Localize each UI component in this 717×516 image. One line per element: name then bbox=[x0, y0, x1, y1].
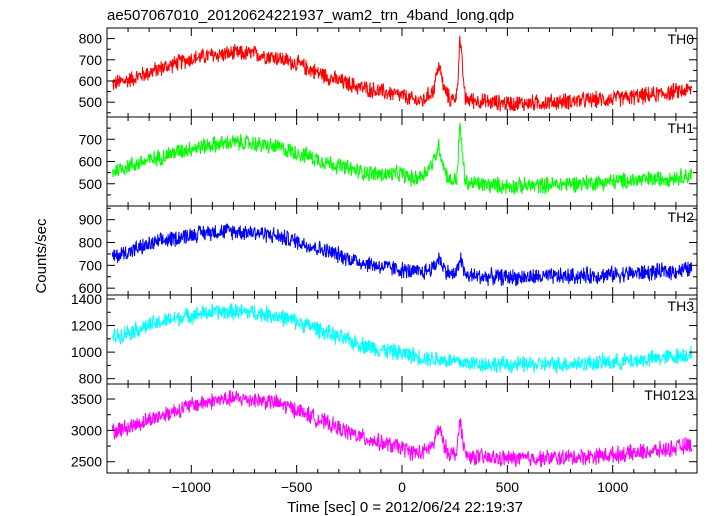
x-tick-label: −500 bbox=[281, 479, 313, 495]
panel-th3: 800 1000 1200 1400 TH3 bbox=[71, 291, 698, 387]
y-tick-label: 3500 bbox=[71, 391, 102, 407]
panel-label: TH2 bbox=[668, 209, 695, 225]
panel-th2: 600 700 800 900 TH2 bbox=[79, 205, 698, 296]
y-tick-label: 1000 bbox=[71, 344, 102, 360]
y-tick-label: 1200 bbox=[71, 318, 102, 334]
chart-title: ae507067010_20120624221937_wam2_trn_4ban… bbox=[107, 7, 514, 24]
series-line-th0123 bbox=[111, 389, 693, 467]
panel-label: TH1 bbox=[668, 120, 695, 136]
y-tick-label: 600 bbox=[79, 154, 103, 170]
y-tick-label: 800 bbox=[79, 371, 103, 387]
y-tick-label: 800 bbox=[79, 31, 103, 47]
panel-th0: 500 600 700 800 TH0 bbox=[79, 27, 698, 118]
y-tick-label: 1400 bbox=[71, 291, 102, 307]
panel-frame bbox=[106, 116, 698, 207]
panel-label: TH0123 bbox=[644, 387, 694, 403]
x-tick-label: 1000 bbox=[597, 479, 628, 495]
y-tick-label: 500 bbox=[79, 176, 103, 192]
panel-label: TH0 bbox=[668, 31, 695, 47]
y-tick-label: 500 bbox=[79, 94, 103, 110]
series-line-th3 bbox=[111, 303, 693, 374]
y-tick-label: 600 bbox=[79, 73, 103, 89]
x-axis-title: Time [sec] 0 = 2012/06/24 22:19:37 bbox=[287, 499, 523, 516]
y-tick-label: 800 bbox=[79, 235, 103, 251]
panel-frame bbox=[106, 294, 698, 385]
panel-frame bbox=[106, 205, 698, 296]
series-line-th1 bbox=[111, 122, 693, 196]
y-tick-label: 2500 bbox=[71, 454, 102, 470]
y-tick-label: 700 bbox=[79, 131, 103, 147]
series-line-th0 bbox=[111, 35, 693, 112]
y-tick-label: 700 bbox=[79, 257, 103, 273]
panels-group: 500 600 700 800 TH0 500 600 700 TH1 600 700 800 900 T… bbox=[71, 27, 698, 495]
y-tick-label: 700 bbox=[79, 52, 103, 68]
panel-th0123: 2500 3000 3500 TH0123 bbox=[71, 383, 698, 474]
y-axis-title: Counts/sec bbox=[33, 218, 50, 294]
y-tick-label: 600 bbox=[79, 280, 103, 296]
x-tick-label: 500 bbox=[496, 479, 520, 495]
series-line-th2 bbox=[111, 222, 693, 287]
x-tick-label: 0 bbox=[398, 479, 406, 495]
y-tick-label: 3000 bbox=[71, 422, 102, 438]
x-tick-label: −1000 bbox=[172, 479, 212, 495]
panel-label: TH3 bbox=[668, 298, 695, 314]
y-tick-label: 900 bbox=[79, 212, 103, 228]
panel-th1: 500 600 700 TH1 bbox=[79, 116, 698, 207]
